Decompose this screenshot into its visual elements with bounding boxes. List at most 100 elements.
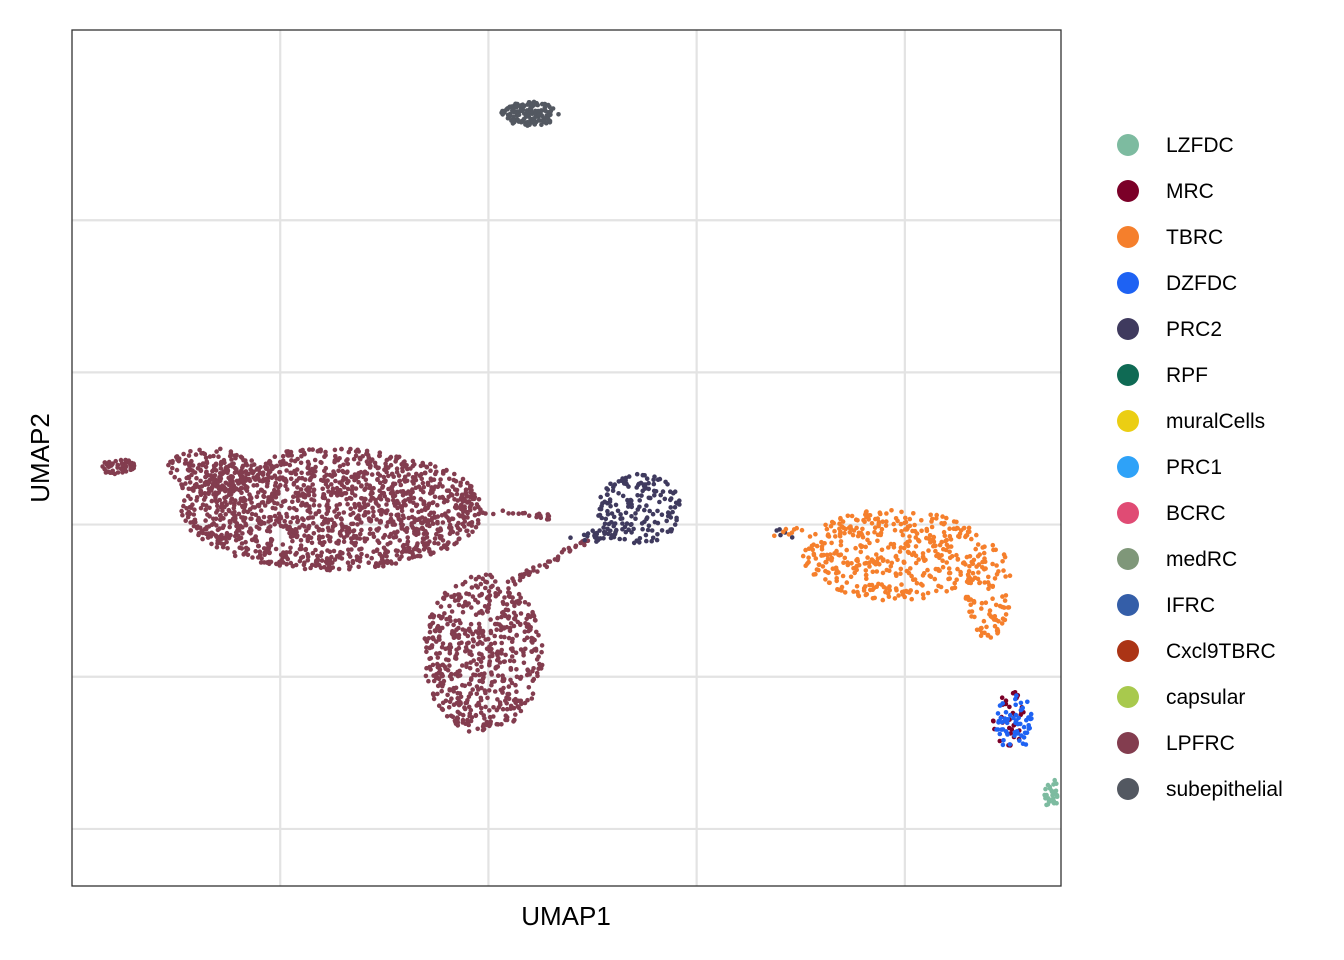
point-LPFRC xyxy=(365,471,370,476)
point-TBRC xyxy=(842,526,847,531)
point-TBRC xyxy=(887,584,892,589)
point-subepithelial xyxy=(526,121,531,126)
point-LPFRC xyxy=(495,649,500,654)
point-LPFRC xyxy=(203,518,208,523)
point-TBRC xyxy=(1003,555,1008,560)
point-TBRC xyxy=(933,577,938,582)
point-LPFRC xyxy=(488,659,493,664)
point-LPFRC xyxy=(353,543,358,548)
point-LPFRC xyxy=(253,477,258,482)
point-LPFRC xyxy=(422,485,427,490)
point-LPFRC xyxy=(278,470,283,475)
point-subepithelial xyxy=(524,113,529,118)
point-TBRC xyxy=(850,514,855,519)
point-DZFDC xyxy=(1026,723,1031,728)
point-TBRC xyxy=(877,562,882,567)
point-LPFRC xyxy=(353,493,358,498)
point-LPFRC xyxy=(401,543,406,548)
point-LPFRC xyxy=(260,479,265,484)
point-TBRC xyxy=(916,538,921,543)
point-LPFRC xyxy=(469,653,474,658)
point-LPFRC xyxy=(568,548,573,553)
point-TBRC xyxy=(980,545,985,550)
point-TBRC xyxy=(832,529,837,534)
point-LPFRC xyxy=(489,642,494,647)
point-LPFRC xyxy=(267,468,272,473)
point-LPFRC xyxy=(457,635,462,640)
point-LPFRC xyxy=(481,634,486,639)
point-DZFDC xyxy=(1017,738,1022,743)
point-TBRC xyxy=(838,517,843,522)
point-LPFRC xyxy=(374,517,379,522)
point-LPFRC xyxy=(514,667,519,672)
point-TBRC xyxy=(875,539,880,544)
point-LPFRC xyxy=(475,692,480,697)
point-LPFRC xyxy=(228,520,233,525)
point-subepithelial xyxy=(548,110,553,115)
point-LPFRC xyxy=(335,507,340,512)
point-LPFRC xyxy=(239,478,244,483)
point-TBRC xyxy=(986,575,991,580)
point-LPFRC xyxy=(279,553,284,558)
point-LPFRC xyxy=(221,469,226,474)
point-LPFRC xyxy=(461,718,466,723)
point-LPFRC xyxy=(464,591,469,596)
point-LPFRC xyxy=(290,539,295,544)
point-LPFRC xyxy=(204,470,209,475)
point-LPFRC xyxy=(222,485,227,490)
point-LZFDC xyxy=(1043,787,1048,792)
point-LPFRC xyxy=(113,459,118,464)
point-PRC2 xyxy=(618,516,623,521)
point-LPFRC xyxy=(427,502,432,507)
point-LPFRC xyxy=(256,503,261,508)
point-LPFRC xyxy=(255,466,260,471)
point-LPFRC xyxy=(369,556,374,561)
point-LPFRC xyxy=(355,472,360,477)
point-LPFRC xyxy=(363,504,368,509)
point-TBRC xyxy=(816,568,821,573)
point-DZFDC xyxy=(1013,703,1018,708)
point-LPFRC xyxy=(535,657,540,662)
point-PRC2 xyxy=(611,488,616,493)
point-LPFRC xyxy=(412,531,417,536)
point-TBRC xyxy=(844,548,849,553)
point-TBRC xyxy=(803,548,808,553)
point-LPFRC xyxy=(383,478,388,483)
point-LPFRC xyxy=(434,651,439,656)
point-TBRC xyxy=(968,602,973,607)
point-LPFRC xyxy=(320,522,325,527)
point-TBRC xyxy=(899,510,904,515)
point-LPFRC xyxy=(351,559,356,564)
point-LPFRC xyxy=(290,500,295,505)
point-PRC2 xyxy=(605,527,610,532)
point-LPFRC xyxy=(502,626,507,631)
point-PRC2 xyxy=(607,522,612,527)
point-LPFRC xyxy=(431,500,436,505)
point-LPFRC xyxy=(348,554,353,559)
point-LPFRC xyxy=(330,528,335,533)
point-LPFRC xyxy=(375,466,380,471)
point-LPFRC xyxy=(532,638,537,643)
point-LPFRC xyxy=(384,524,389,529)
point-TBRC xyxy=(969,581,974,586)
point-LPFRC xyxy=(332,521,337,526)
point-LPFRC xyxy=(274,562,279,567)
point-LPFRC xyxy=(530,696,535,701)
point-TBRC xyxy=(834,549,839,554)
point-LPFRC xyxy=(312,531,317,536)
point-LPFRC xyxy=(191,463,196,468)
point-TBRC xyxy=(843,556,848,561)
point-LPFRC xyxy=(432,697,437,702)
point-PRC2 xyxy=(632,541,637,546)
point-LPFRC xyxy=(445,516,450,521)
point-subepithelial xyxy=(532,103,537,108)
point-TBRC xyxy=(990,596,995,601)
point-TBRC xyxy=(864,568,869,573)
point-LPFRC xyxy=(445,542,450,547)
point-TBRC xyxy=(834,576,839,581)
point-DZFDC xyxy=(1025,700,1030,705)
point-LPFRC xyxy=(194,498,199,503)
point-TBRC xyxy=(910,553,915,558)
point-PRC2 xyxy=(613,521,618,526)
point-LPFRC xyxy=(401,493,406,498)
